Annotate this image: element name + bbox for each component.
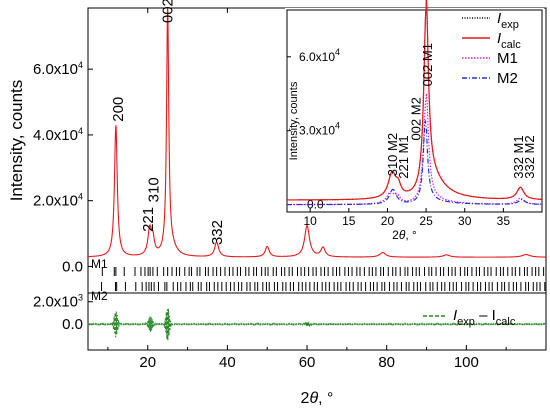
diff-y-tick-label-main: 0.0	[62, 316, 83, 333]
diff-legend-i1: I	[453, 307, 457, 324]
peak-label: 002	[160, 0, 177, 23]
y-tick-label: 4.0x104	[33, 126, 83, 144]
x-axis-label-unit: , °	[318, 390, 333, 407]
inset-legend-label: Icalc	[497, 30, 521, 51]
diff-legend-label: Iexp – Icalc	[453, 307, 516, 328]
inset-x-tick-label: 30	[458, 214, 472, 228]
peak-label: 200	[110, 97, 127, 122]
inset-legend-main: M1	[497, 50, 518, 67]
y-axis-label: Intensity, counts	[7, 80, 26, 202]
y-tick-label-main: 0.0	[62, 258, 83, 275]
x-tick-label: 100	[454, 354, 479, 371]
y-tick-label-main: 6.0x10	[33, 61, 78, 78]
inset-peak-label: 332 M2	[522, 135, 537, 178]
y-tick-label-exp: 4	[78, 192, 83, 202]
inset-x-label-var: θ	[399, 228, 406, 242]
inset-x-tick-label: 10	[304, 214, 318, 228]
x-axis-label-num: 2	[301, 390, 310, 407]
inset-peak-label: 002 M2	[408, 97, 423, 140]
inset-peak-label: 002 M1	[420, 43, 435, 86]
x-tick-label: 60	[299, 354, 316, 371]
y-tick-label-main: 2.0x10	[33, 193, 78, 210]
inset-x-axis-label: 2θ, °	[392, 228, 417, 242]
y-tick-label-exp: 4	[78, 126, 83, 136]
x-tick-label: 80	[378, 354, 395, 371]
x-axis-label-var: θ	[309, 390, 318, 407]
phase-label-M2: M2	[91, 289, 108, 303]
inset-x-tick-label: 20	[381, 214, 395, 228]
diff-legend-mid: – I	[475, 307, 496, 324]
inset-y-tick-label: 0.0	[307, 198, 324, 212]
inset-y-axis-label: Intensity, counts	[288, 81, 300, 160]
inset-x-tick-label: 35	[497, 214, 511, 228]
inset-peak-label: 332 M1	[511, 135, 526, 178]
y-tick-label-exp: 4	[78, 60, 83, 70]
y-tick-label: 2.0x104	[33, 192, 83, 210]
peak-label: 310	[146, 177, 163, 202]
inset-x-label-unit: , °	[405, 228, 417, 242]
inset-legend-sub: calc	[501, 39, 521, 51]
inset-y-tick-label-exp: 4	[335, 121, 340, 131]
series-calc-line	[87, 7, 547, 258]
diff-y-tick-label-exp: 3	[78, 293, 83, 303]
inset-legend-label: Iexp	[497, 10, 519, 31]
diff-legend-sub2: calc	[496, 316, 516, 328]
inset-legend-main: M2	[497, 70, 518, 87]
inset-legend-label: M1	[497, 50, 518, 67]
inset-y-tick-label-main: 6.0x10	[299, 50, 335, 64]
inset-series-calc-line	[287, 0, 543, 201]
diff-y-tick-label: 0.0	[62, 316, 83, 333]
x-tick-label: 20	[139, 354, 156, 371]
inset-peak-label: 310 M2	[385, 133, 400, 176]
diff-curve	[87, 308, 547, 341]
inset-series-M2-line	[287, 120, 543, 206]
inset-legend-main: I	[497, 10, 501, 27]
inset-y-tick-label-main: 0.0	[307, 198, 324, 212]
inset-x-tick-label: 15	[342, 214, 356, 228]
inset-legend-label: M2	[497, 70, 518, 87]
inset-peak-label: 221 M1	[396, 135, 411, 178]
y-tick-label: 6.0x104	[33, 60, 83, 78]
inset-frame	[286, 9, 543, 213]
peak-label: 332	[209, 220, 226, 245]
x-tick-label: 40	[219, 354, 236, 371]
inset-y-tick-label-exp: 4	[335, 47, 340, 57]
inset-legend-sub: exp	[501, 19, 519, 31]
inset-x-tick-label: 25	[419, 214, 433, 228]
inset-y-tick-label: 6.0x104	[299, 47, 340, 64]
y-tick-label-main: 4.0x10	[33, 127, 78, 144]
inset-legend-main: I	[497, 30, 501, 47]
inset-y-tick-label-main: 3.0x10	[299, 124, 335, 138]
y-tick-label: 0.0	[62, 258, 83, 275]
x-axis-label: 2θ, °	[301, 390, 334, 407]
inset-background	[285, 8, 544, 214]
inset-x-label-num: 2	[392, 228, 399, 242]
peak-label: 221	[140, 207, 157, 232]
inset-y-tick-label: 3.0x104	[299, 121, 340, 138]
phase-label-M1: M1	[91, 257, 108, 271]
diff-y-tick-label-main: 2.0x10	[33, 294, 78, 311]
diff-y-tick-label: 2.0x103	[33, 293, 83, 311]
diff-legend-sub1: exp	[457, 316, 475, 328]
